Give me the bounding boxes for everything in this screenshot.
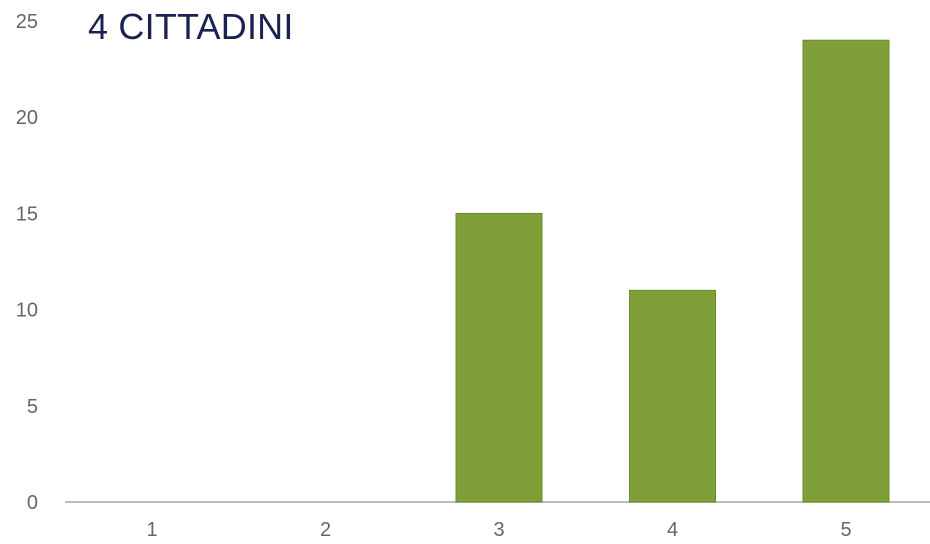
x-axis-ticks: 1 2 3 4 5	[146, 519, 851, 541]
bars-group	[455, 39, 890, 503]
y-tick-label: 25	[16, 11, 38, 33]
bar-4	[629, 289, 716, 503]
x-tick-label: 2	[320, 519, 331, 541]
y-tick-label: 0	[27, 492, 38, 514]
bar-5	[802, 39, 890, 503]
x-tick-label: 4	[667, 519, 678, 541]
y-axis-ticks: 0 5 10 15 20 25	[16, 11, 38, 514]
x-tick-label: 3	[493, 519, 504, 541]
bar-3	[455, 212, 543, 503]
y-tick-label: 15	[16, 203, 38, 225]
y-tick-label: 10	[16, 300, 38, 322]
x-tick-label: 5	[840, 519, 851, 541]
chart-title: 4 CITTADINI	[88, 6, 294, 47]
x-tick-label: 1	[146, 519, 157, 541]
y-tick-label: 5	[27, 396, 38, 418]
y-tick-label: 20	[16, 107, 38, 129]
